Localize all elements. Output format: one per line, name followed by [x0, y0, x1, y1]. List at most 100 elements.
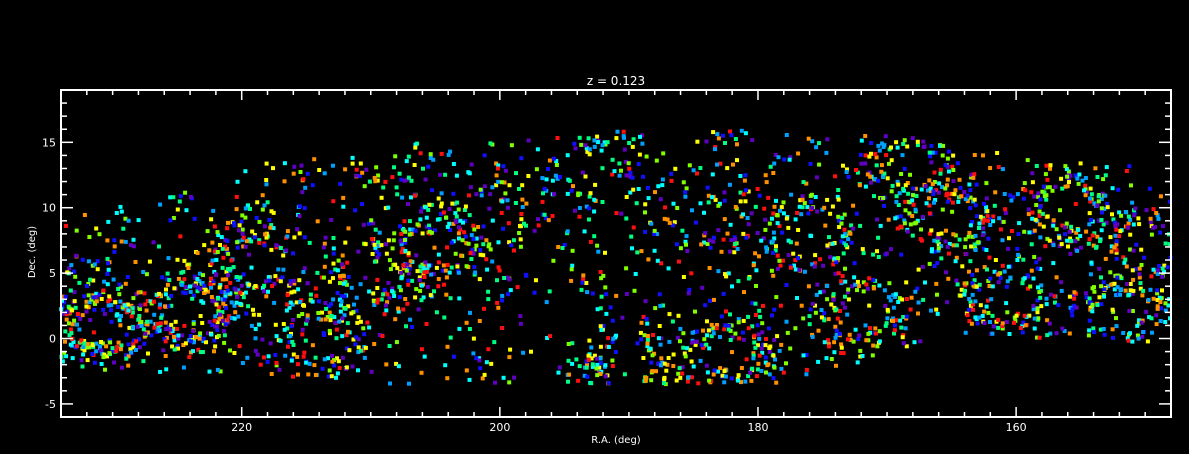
data-point: [1022, 181, 1027, 186]
data-point: [876, 255, 881, 259]
data-point: [1136, 336, 1141, 341]
data-point: [988, 166, 993, 170]
data-point: [233, 310, 238, 315]
data-point: [595, 243, 600, 248]
data-point: [980, 314, 985, 318]
data-point: [727, 323, 732, 328]
data-point: [1155, 288, 1160, 293]
data-point: [482, 306, 486, 311]
data-point: [839, 279, 844, 284]
data-point: [1038, 295, 1043, 300]
data-point: [257, 240, 262, 245]
data-point: [603, 285, 608, 290]
data-point: [654, 158, 659, 163]
data-point: [471, 351, 476, 356]
data-point: [724, 274, 729, 279]
data-point: [91, 295, 96, 300]
data-point: [302, 266, 307, 271]
data-point: [406, 175, 411, 180]
data-point: [425, 269, 429, 274]
data-point: [901, 341, 906, 346]
data-point: [822, 311, 827, 316]
data-point: [484, 360, 489, 365]
data-point: [128, 347, 133, 352]
data-point: [383, 290, 388, 295]
data-point: [209, 276, 213, 281]
data-point: [1166, 303, 1171, 308]
data-point: [1124, 264, 1129, 269]
data-point: [468, 251, 473, 256]
data-point: [984, 181, 989, 186]
data-point: [577, 206, 582, 210]
data-point: [702, 337, 707, 342]
data-point: [1127, 164, 1132, 169]
data-point: [519, 156, 524, 161]
data-point: [1072, 296, 1077, 301]
data-point: [422, 270, 427, 275]
data-point: [145, 322, 150, 327]
data-point: [1141, 330, 1146, 334]
data-point: [587, 206, 592, 211]
data-point: [819, 308, 824, 312]
data-point: [662, 377, 667, 382]
data-point: [986, 310, 991, 315]
data-point: [669, 178, 674, 183]
data-point: [435, 217, 440, 222]
data-point: [163, 320, 168, 325]
data-point: [395, 266, 400, 271]
data-point: [132, 244, 136, 249]
data-point: [1096, 199, 1101, 204]
data-point: [169, 303, 174, 308]
data-point: [771, 171, 776, 175]
data-point: [451, 354, 456, 359]
data-point: [408, 259, 413, 264]
data-point: [902, 218, 907, 223]
data-point: [322, 264, 327, 269]
data-point: [681, 275, 686, 279]
data-point: [1103, 173, 1108, 178]
data-point: [1099, 275, 1103, 280]
data-point: [681, 345, 686, 350]
data-point: [1127, 308, 1132, 313]
data-point: [981, 226, 985, 231]
data-point: [946, 276, 951, 281]
data-point: [1118, 274, 1123, 279]
data-point: [424, 215, 429, 220]
data-point: [494, 161, 499, 166]
data-point: [191, 293, 196, 298]
data-point: [557, 365, 562, 370]
data-point: [813, 310, 818, 315]
data-point: [489, 361, 494, 366]
data-point: [772, 236, 777, 241]
data-point: [1114, 256, 1119, 261]
data-point: [1095, 234, 1100, 239]
data-point: [828, 211, 833, 216]
data-point: [968, 188, 973, 193]
data-point: [384, 308, 389, 313]
data-point: [636, 162, 641, 167]
data-point: [723, 272, 727, 277]
data-point: [990, 284, 995, 289]
data-point: [746, 222, 751, 227]
data-point: [730, 350, 734, 355]
data-point: [1151, 296, 1156, 301]
data-point: [771, 353, 776, 358]
data-point: [1140, 334, 1145, 339]
data-point: [247, 252, 251, 257]
data-point: [885, 307, 890, 312]
data-point: [216, 333, 221, 338]
y-tick-label: 5: [49, 267, 56, 280]
data-point: [1138, 281, 1143, 286]
data-point: [967, 319, 972, 324]
data-point: [1105, 205, 1110, 210]
data-point: [750, 301, 755, 306]
data-point: [164, 367, 169, 372]
data-point: [272, 281, 277, 286]
data-point: [142, 291, 147, 296]
data-point: [855, 279, 860, 284]
data-point: [120, 365, 124, 370]
data-point: [220, 277, 225, 282]
data-point: [871, 343, 876, 348]
data-point: [106, 267, 111, 272]
data-point: [106, 219, 111, 224]
